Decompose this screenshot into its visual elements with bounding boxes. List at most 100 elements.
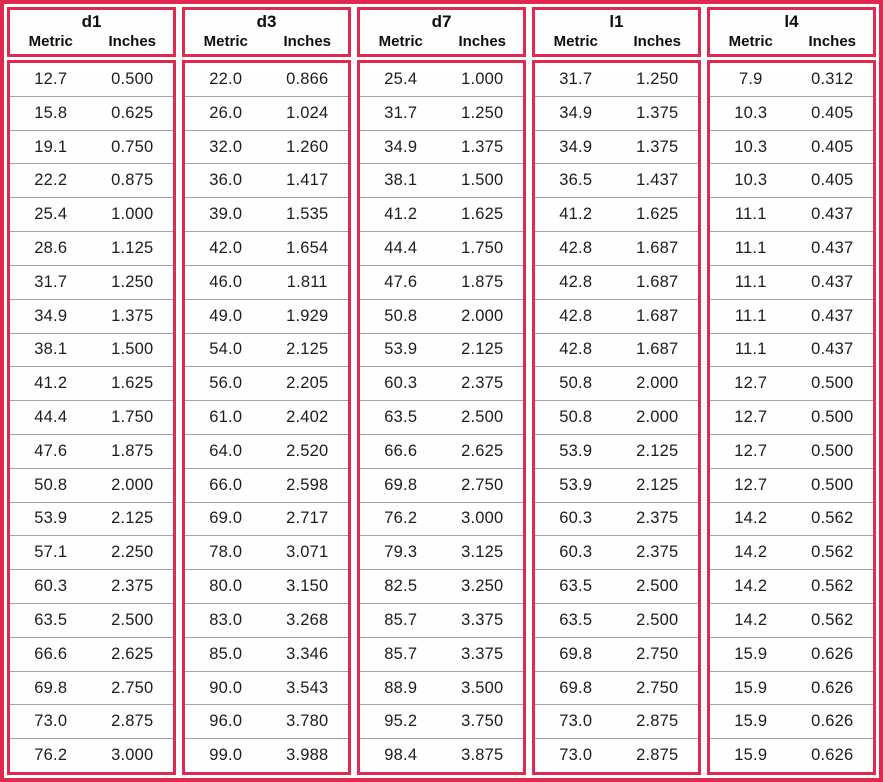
inches-value: 2.205	[286, 374, 329, 393]
inches-value: 1.500	[111, 340, 154, 359]
table-row: 76.2 3.000	[360, 503, 523, 537]
group-header-l4: l4 Metric Inches	[707, 7, 876, 57]
inches-value: 2.000	[111, 475, 154, 494]
inches-value: 1.687	[636, 306, 679, 325]
group-title: d1	[81, 11, 102, 31]
metric-value: 38.1	[384, 171, 418, 190]
metric-value: 50.8	[384, 306, 418, 325]
inches-value: 2.375	[461, 374, 504, 393]
table-row: 12.7 0.500	[710, 469, 873, 503]
table-row: 79.3 3.125	[360, 536, 523, 571]
metric-value: 96.0	[209, 712, 243, 731]
inches-value: 1.250	[636, 69, 679, 88]
inches-value: 2.500	[636, 610, 679, 629]
table-row: 85.7 3.375	[360, 638, 523, 672]
table-row: 42.8 1.687	[535, 232, 698, 266]
inches-value: 2.625	[111, 644, 154, 663]
metric-value: 44.4	[34, 408, 68, 427]
table-row: 60.3 2.375	[535, 503, 698, 537]
inches-value: 0.312	[811, 69, 854, 88]
inches-value: 2.375	[636, 543, 679, 562]
metric-value: 42.8	[559, 306, 593, 325]
metric-value: 85.7	[384, 610, 418, 629]
table-row: 57.1 2.250	[10, 536, 173, 571]
table-row: 53.9 2.125	[535, 469, 698, 503]
metric-value: 64.0	[209, 441, 243, 460]
inches-value: 1.687	[636, 272, 679, 291]
metric-value: 14.2	[734, 577, 768, 596]
metric-value: 82.5	[384, 577, 418, 596]
metric-value: 73.0	[559, 746, 593, 765]
table-row: 50.8 2.000	[10, 469, 173, 503]
inches-value: 2.125	[286, 340, 329, 359]
metric-value: 7.9	[738, 69, 763, 88]
inches-value: 2.000	[461, 306, 504, 325]
inches-value: 3.125	[461, 543, 504, 562]
inches-value: 2.402	[286, 408, 329, 427]
inches-value: 2.500	[111, 610, 154, 629]
metric-value: 10.3	[734, 103, 768, 122]
table-row: 11.1 0.437	[710, 334, 873, 368]
inches-value: 1.811	[286, 272, 328, 291]
metric-value: 57.1	[34, 543, 68, 562]
table-group-d1: d1 Metric Inches 12.7 0.500 15.8 0.625 19.1 0.75…	[7, 7, 176, 775]
table-row: 47.6 1.875	[360, 266, 523, 300]
table-row: 34.9 1.375	[535, 131, 698, 165]
table-row: 36.5 1.437	[535, 164, 698, 199]
metric-value: 53.9	[34, 509, 68, 528]
inches-value: 2.717	[286, 509, 329, 528]
table-row: 69.8 2.750	[535, 672, 698, 706]
metric-value: 50.8	[559, 408, 593, 427]
table-row: 46.0 1.811	[185, 266, 348, 300]
table-row: 38.1 1.500	[10, 334, 173, 368]
metric-value: 60.3	[384, 374, 418, 393]
metric-value: 34.9	[34, 306, 68, 325]
table-row: 10.3 0.405	[710, 164, 873, 199]
inches-value: 0.405	[811, 171, 854, 190]
table-row: 95.2 3.750	[360, 705, 523, 740]
inches-value: 1.375	[636, 137, 679, 156]
metric-value: 42.8	[559, 340, 593, 359]
group-body-d1: 12.7 0.500 15.8 0.625 19.1 0.750 22.2 0.875 25.4…	[7, 60, 176, 775]
table-row: 82.5 3.250	[360, 570, 523, 604]
table-row: 66.6 2.625	[360, 435, 523, 469]
table-row: 85.7 3.375	[360, 604, 523, 638]
table-row: 47.6 1.875	[10, 435, 173, 469]
metric-value: 36.0	[209, 171, 243, 190]
table-row: 88.9 3.500	[360, 672, 523, 706]
inches-value: 1.625	[461, 205, 504, 224]
metric-value: 34.9	[559, 137, 593, 156]
column-headers: Metric Inches	[185, 32, 348, 52]
metric-value: 69.0	[209, 509, 243, 528]
metric-value: 12.7	[734, 475, 768, 494]
metric-value: 78.0	[209, 543, 243, 562]
metric-value: 73.0	[34, 712, 68, 731]
table-row: 63.5 2.500	[10, 604, 173, 638]
table-row: 63.5 2.500	[535, 604, 698, 638]
metric-value: 10.3	[734, 171, 768, 190]
metric-value: 69.8	[384, 475, 418, 494]
metric-value: 69.8	[559, 644, 593, 663]
col-header-inches: Inches	[108, 32, 157, 50]
table-row: 14.2 0.562	[710, 536, 873, 571]
metric-value: 50.8	[559, 374, 593, 393]
col-header-inches: Inches	[808, 32, 857, 50]
metric-value: 34.9	[559, 103, 593, 122]
metric-value: 25.4	[384, 69, 418, 88]
column-headers: Metric Inches	[360, 32, 523, 52]
metric-value: 85.7	[384, 644, 418, 663]
inches-value: 3.500	[461, 678, 504, 697]
metric-value: 12.7	[734, 441, 768, 460]
metric-value: 99.0	[209, 746, 243, 765]
metric-value: 41.2	[34, 374, 68, 393]
table-row: 66.0 2.598	[185, 469, 348, 503]
group-body-l4: 7.9 0.312 10.3 0.405 10.3 0.405 10.3 0.405 11.1 0…	[707, 60, 876, 775]
inches-value: 1.125	[111, 238, 154, 257]
inches-value: 3.375	[461, 644, 504, 663]
metric-value: 63.5	[384, 408, 418, 427]
table-row: 60.3 2.375	[360, 367, 523, 402]
metric-value: 12.7	[34, 69, 68, 88]
inches-value: 1.750	[111, 408, 154, 427]
inches-value: 2.520	[286, 441, 329, 460]
inches-value: 3.543	[286, 678, 329, 697]
